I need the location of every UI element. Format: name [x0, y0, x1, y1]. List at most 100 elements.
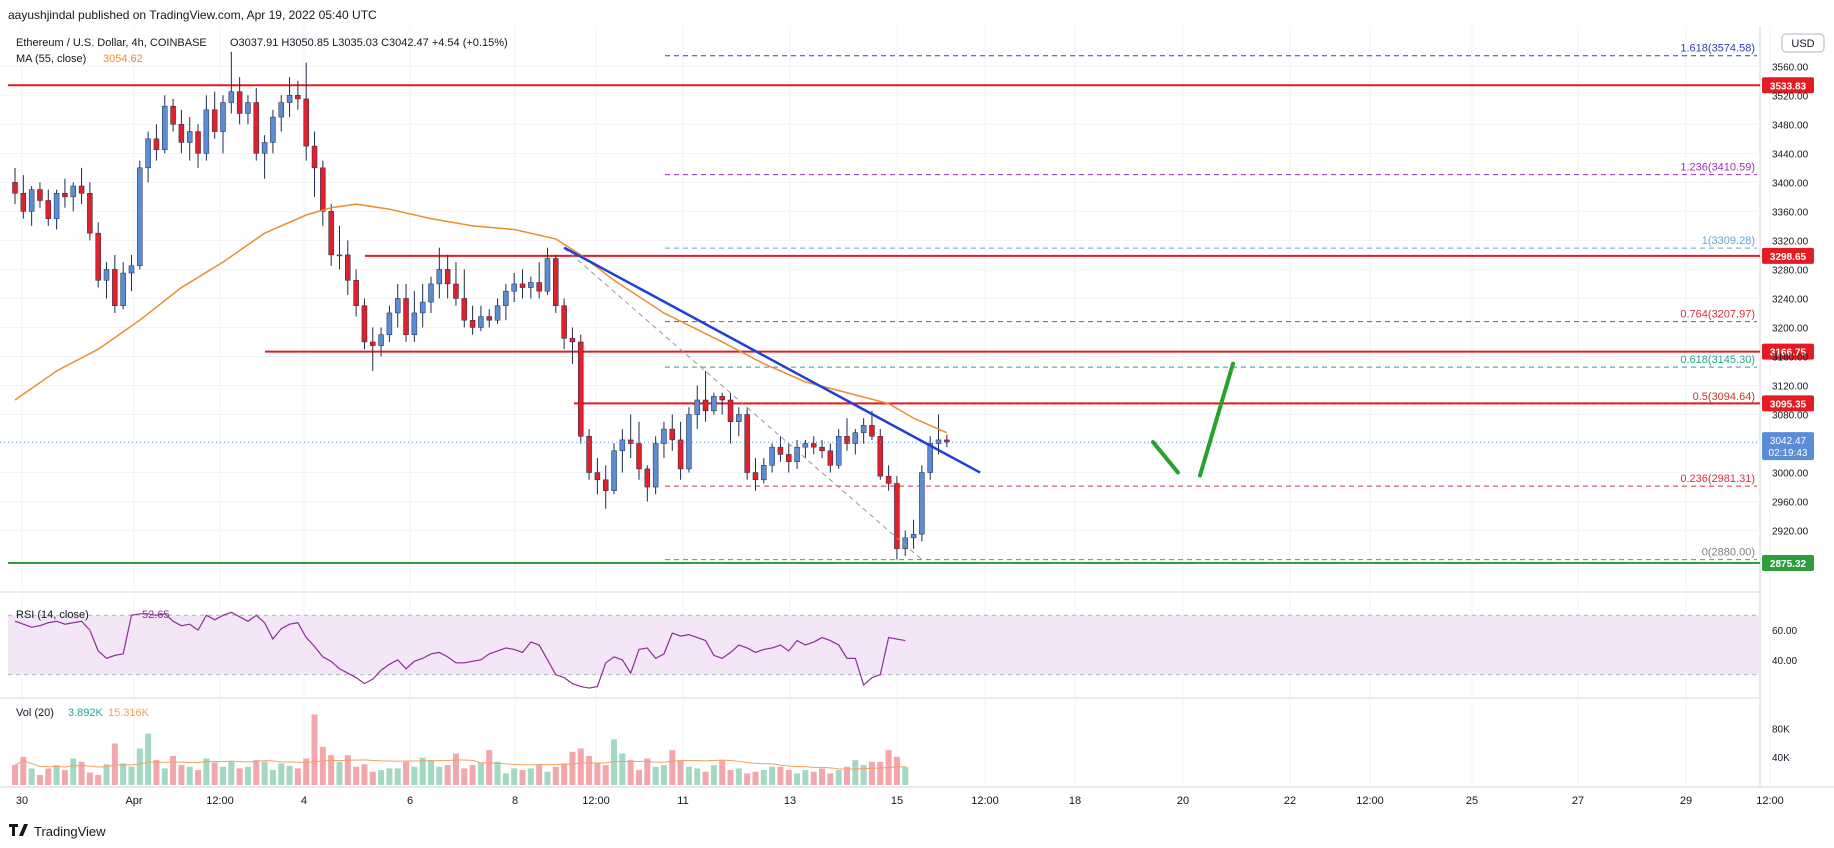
candle-body — [794, 446, 800, 462]
price-tick-label: 3320.00 — [1772, 236, 1809, 247]
candle-body — [469, 319, 476, 328]
candle-body — [511, 283, 517, 292]
rsi-line — [14, 611, 906, 689]
candle-body — [586, 436, 592, 473]
price-tick-label: 3160.00 — [1772, 352, 1809, 363]
volume-bar — [577, 748, 584, 785]
volume-bar — [710, 765, 717, 785]
current-price-tag — [1762, 432, 1814, 461]
candle-body — [494, 305, 501, 321]
candle-body — [70, 185, 76, 198]
rsi-legend-label[interactable]: RSI (14, close) — [16, 609, 89, 621]
currency-button[interactable] — [1781, 33, 1825, 53]
countdown-label: 02:19:43 — [1769, 448, 1808, 459]
volume-bar — [286, 765, 293, 785]
volume-bar — [760, 770, 767, 785]
candle-body — [20, 192, 27, 212]
candle-body — [661, 428, 667, 444]
ohlc-readout: O3037.91 H3050.85 L3035.03 C3042.47 +4.5… — [230, 37, 508, 49]
candle-body — [919, 472, 925, 535]
candle-body — [902, 537, 908, 549]
volume-bar — [428, 760, 434, 785]
candle-body — [744, 414, 750, 473]
volume-bar — [228, 761, 235, 785]
volume-bar — [220, 766, 226, 785]
volume-bar — [311, 714, 318, 785]
level-price-tag — [1762, 247, 1814, 264]
candle-body — [528, 282, 534, 288]
horizontal-levels: 3533.83 3298.65 3166.75 3095.35 2875.32 — [8, 77, 1814, 572]
fib-anchor-line — [563, 247, 923, 560]
time-tick-label: 12:00 — [1756, 795, 1784, 807]
candle-body — [944, 439, 950, 443]
tradingview-logo-icon — [9, 824, 28, 836]
volume-bar — [319, 746, 326, 785]
volume-bar — [394, 768, 401, 785]
time-tick-label: 12:00 — [206, 795, 234, 807]
candle-body — [727, 399, 734, 423]
volume-bar — [844, 766, 850, 785]
fib-level-label: 1.618(3574.58) — [1680, 43, 1755, 55]
fib-level-label: 0(2880.00) — [1702, 547, 1755, 559]
volume-bar — [669, 750, 676, 785]
volume-bar — [569, 751, 576, 785]
price-tick-label: 2960.00 — [1772, 498, 1809, 509]
tradingview-brand: TradingView — [34, 824, 106, 839]
volume-bar — [78, 761, 85, 785]
candle-body — [311, 145, 318, 169]
candle-body — [769, 446, 775, 466]
rsi-legend-value: 52.65 — [142, 609, 170, 621]
candle-body — [636, 443, 642, 470]
volume-legend-value: 3.892K — [68, 707, 104, 719]
candle-body — [453, 283, 459, 299]
volume-bar — [627, 760, 634, 785]
volume-bar — [819, 768, 826, 785]
volume-bar — [261, 761, 268, 785]
volume-bar — [211, 762, 218, 785]
drawings — [0, 203, 1760, 560]
volume-bar — [12, 765, 18, 785]
volume-bar — [178, 765, 185, 785]
tradingview-logo[interactable]: TradingView — [9, 824, 106, 839]
candle-body — [261, 142, 268, 154]
fib-level-label: 0.5(3094.64) — [1693, 391, 1755, 403]
candle-body — [336, 254, 343, 257]
time-axis[interactable]: 30 Apr 12:00 4 6 8 12:00 11 13 15 12:00 18 20 22 12:00… — [16, 795, 1784, 807]
candle-body — [544, 258, 551, 292]
candle-body — [436, 269, 443, 285]
candle-body — [62, 192, 68, 198]
fib-level-label: 1.236(3410.59) — [1680, 162, 1755, 174]
price-tick-label: 3520.00 — [1772, 91, 1809, 102]
volume-bar — [136, 748, 143, 785]
candle-body — [486, 316, 492, 321]
candle-body — [128, 265, 135, 274]
volume-bar — [70, 758, 77, 785]
candle-body — [761, 465, 767, 481]
volume-bar — [411, 766, 418, 785]
rsi-band — [8, 615, 1760, 675]
ma-legend-label[interactable]: MA (55, close) — [16, 53, 86, 65]
volume-bar — [652, 766, 659, 785]
candle-body — [594, 472, 601, 481]
volume-legend-label[interactable]: Vol (20) — [16, 707, 54, 719]
volume-bar — [36, 775, 43, 785]
price-axis[interactable]: 2920.002960.003000.003040.003080.003120.… — [1762, 62, 1814, 764]
level-price-label: 3533.83 — [1770, 81, 1807, 92]
symbol-title[interactable]: Ethereum / U.S. Dollar, 4h, COINBASE — [16, 37, 207, 49]
candle-body — [569, 338, 576, 343]
price-tick-label: 3200.00 — [1772, 323, 1809, 334]
candle-body — [270, 116, 276, 143]
time-tick-label: 6 — [407, 795, 413, 807]
price-tick-label: 3120.00 — [1772, 381, 1809, 392]
candle-body — [178, 124, 185, 143]
candle-body — [328, 211, 334, 256]
volume-bar — [436, 766, 443, 785]
currency-button-label[interactable]: USD — [1791, 38, 1814, 50]
price-tick-label: 3440.00 — [1772, 149, 1809, 160]
candle-body — [619, 439, 626, 452]
moving-average-line — [14, 203, 948, 434]
candle-body — [752, 472, 759, 481]
time-tick-label: Apr — [125, 795, 142, 807]
volume-bar — [694, 768, 701, 785]
price-tick-label: 3560.00 — [1772, 62, 1809, 73]
